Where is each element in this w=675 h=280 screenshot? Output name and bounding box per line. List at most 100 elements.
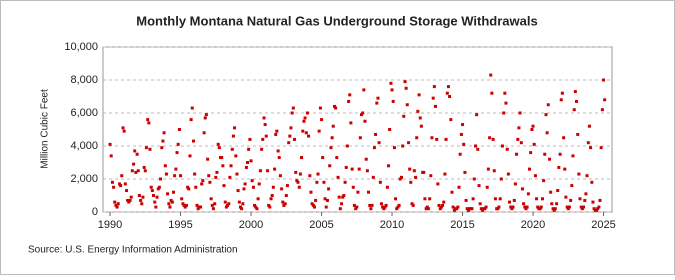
data-point bbox=[441, 203, 445, 207]
data-point bbox=[234, 154, 238, 158]
data-point bbox=[347, 99, 351, 103]
data-point bbox=[238, 205, 242, 209]
data-point bbox=[432, 85, 436, 89]
data-point bbox=[567, 205, 571, 209]
data-point bbox=[304, 131, 308, 135]
x-tick-label: 2025 bbox=[591, 219, 615, 231]
data-point bbox=[572, 108, 576, 112]
data-point bbox=[227, 202, 231, 206]
data-point bbox=[377, 141, 381, 145]
data-point bbox=[398, 177, 402, 181]
data-point bbox=[545, 131, 549, 135]
data-point bbox=[422, 170, 426, 174]
data-point bbox=[478, 202, 482, 206]
y-tick-label: 10,000 bbox=[64, 41, 98, 53]
data-point bbox=[430, 136, 434, 140]
data-point bbox=[175, 151, 179, 155]
data-point bbox=[470, 207, 474, 211]
data-point bbox=[356, 190, 360, 194]
data-point bbox=[370, 203, 374, 207]
data-point bbox=[518, 111, 522, 115]
data-point bbox=[455, 207, 459, 211]
data-point bbox=[383, 205, 387, 209]
data-point bbox=[483, 207, 487, 211]
data-point bbox=[338, 207, 342, 211]
data-point bbox=[428, 197, 432, 201]
data-point bbox=[533, 174, 537, 178]
data-point bbox=[221, 164, 225, 168]
data-point bbox=[389, 81, 393, 85]
data-point bbox=[587, 124, 591, 128]
data-point bbox=[235, 172, 239, 176]
data-point bbox=[598, 198, 602, 202]
data-point bbox=[562, 136, 566, 140]
data-point bbox=[251, 185, 255, 189]
data-point bbox=[186, 185, 190, 189]
data-point bbox=[415, 136, 419, 140]
data-point bbox=[551, 207, 555, 211]
data-point bbox=[307, 134, 311, 138]
data-point bbox=[484, 205, 488, 209]
data-point bbox=[334, 106, 338, 110]
data-point bbox=[330, 136, 334, 140]
data-point bbox=[552, 208, 556, 212]
data-point bbox=[305, 111, 309, 115]
data-point bbox=[510, 207, 514, 211]
data-point bbox=[452, 208, 456, 212]
x-tick-label: 1990 bbox=[98, 219, 122, 231]
data-point bbox=[476, 147, 480, 151]
data-point bbox=[424, 207, 428, 211]
data-point bbox=[479, 207, 483, 211]
data-point bbox=[474, 144, 478, 148]
data-point bbox=[177, 128, 181, 131]
data-point bbox=[201, 179, 205, 183]
data-point bbox=[321, 156, 325, 160]
data-point bbox=[539, 205, 543, 209]
data-point bbox=[119, 184, 123, 188]
data-point bbox=[171, 190, 175, 194]
data-point bbox=[445, 91, 449, 95]
data-point bbox=[381, 205, 385, 209]
data-point bbox=[317, 129, 321, 133]
data-point bbox=[253, 203, 257, 207]
data-point bbox=[112, 185, 116, 189]
data-point bbox=[387, 164, 391, 168]
data-point bbox=[436, 182, 440, 186]
data-point bbox=[542, 179, 546, 183]
data-point bbox=[256, 197, 260, 201]
data-point bbox=[224, 205, 228, 209]
data-point bbox=[282, 203, 286, 207]
data-point bbox=[348, 93, 352, 97]
data-point bbox=[396, 205, 400, 209]
data-point bbox=[489, 73, 493, 77]
data-point bbox=[161, 139, 165, 143]
data-point bbox=[405, 103, 409, 107]
data-point bbox=[576, 132, 580, 136]
data-point bbox=[475, 113, 479, 117]
data-point bbox=[277, 156, 281, 160]
data-point bbox=[137, 194, 141, 197]
data-point bbox=[114, 203, 118, 207]
data-point bbox=[228, 175, 232, 179]
data-point bbox=[600, 108, 604, 112]
data-point bbox=[525, 205, 529, 209]
data-point bbox=[362, 88, 366, 92]
data-point bbox=[580, 207, 584, 211]
data-point bbox=[384, 203, 388, 207]
data-point bbox=[536, 205, 540, 209]
data-point bbox=[374, 132, 378, 136]
data-point bbox=[371, 175, 375, 179]
y-tick-label: 8,000 bbox=[70, 74, 98, 86]
data-point bbox=[404, 86, 408, 90]
data-point bbox=[309, 190, 313, 194]
data-point bbox=[408, 167, 412, 171]
data-point bbox=[154, 205, 158, 209]
data-point bbox=[260, 147, 264, 151]
data-point bbox=[366, 190, 370, 194]
data-point bbox=[597, 205, 601, 209]
data-point bbox=[345, 144, 349, 148]
data-point bbox=[337, 195, 341, 199]
data-point bbox=[555, 202, 559, 206]
data-point bbox=[357, 167, 361, 171]
data-point bbox=[390, 88, 394, 92]
